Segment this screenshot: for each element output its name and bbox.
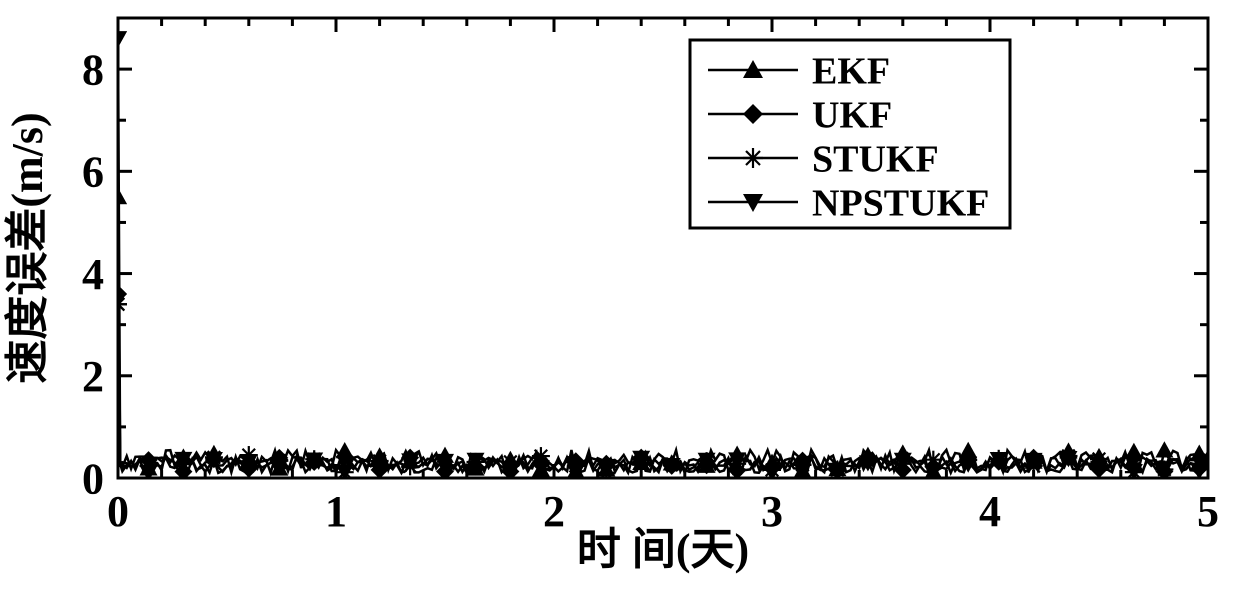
- y-tick-label: 0: [82, 454, 104, 503]
- legend-label-stukf: STUKF: [812, 138, 939, 180]
- y-tick-label: 8: [82, 46, 104, 95]
- velocity-error-vs-time-chart: 0 1 2 3 4 5 0 2 4 6 8 时 间(天) 速度误差(m/s) EKFUKFSTUKFNPS…: [0, 0, 1240, 596]
- y-tick-label: 2: [82, 352, 104, 401]
- y-axis-label: 速度误差(m/s): [3, 112, 52, 383]
- chart-container: 0 1 2 3 4 5 0 2 4 6 8 时 间(天) 速度误差(m/s) EKFUKFSTUKFNPS…: [0, 0, 1240, 596]
- x-tick-label: 0: [107, 487, 129, 536]
- plot-background: [0, 0, 1240, 596]
- legend: EKFUKFSTUKFNPSTUKF: [690, 40, 1010, 228]
- legend-label-ukf: UKF: [812, 94, 892, 136]
- x-tick-label: 1: [325, 487, 347, 536]
- y-tick-label: 4: [82, 250, 104, 299]
- x-axis-label: 时 间(天): [577, 525, 749, 574]
- x-tick-label: 2: [543, 487, 565, 536]
- y-tick-label: 6: [82, 148, 104, 197]
- x-tick-label: 3: [761, 487, 783, 536]
- legend-label-ekf: EKF: [812, 50, 890, 92]
- legend-label-npstukf: NPSTUKF: [812, 182, 989, 224]
- x-tick-label: 5: [1197, 487, 1219, 536]
- x-tick-label: 4: [979, 487, 1001, 536]
